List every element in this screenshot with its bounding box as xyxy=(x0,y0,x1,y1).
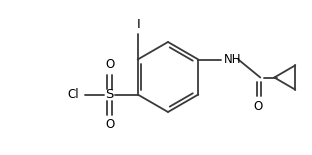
Text: I: I xyxy=(137,18,141,31)
Text: O: O xyxy=(105,58,114,71)
Text: S: S xyxy=(105,88,114,101)
Text: O: O xyxy=(105,117,114,131)
Text: NH: NH xyxy=(224,53,242,66)
Text: O: O xyxy=(254,100,263,113)
Text: Cl: Cl xyxy=(67,88,79,101)
